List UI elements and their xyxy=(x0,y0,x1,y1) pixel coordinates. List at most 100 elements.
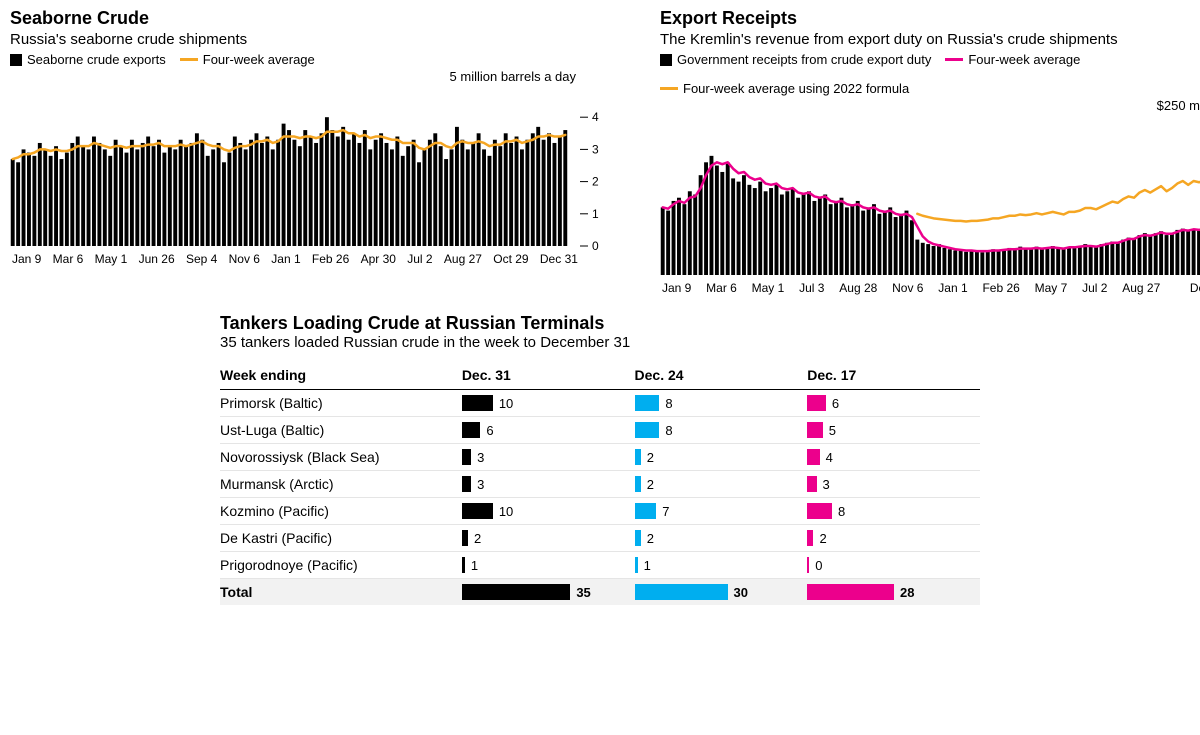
table-subtitle: 35 tankers loaded Russian crude in the w… xyxy=(220,334,980,351)
x-tick-label: Oct 29 xyxy=(493,252,528,266)
table-row: Murmansk (Arctic)323 xyxy=(220,471,980,498)
receipts-subtitle: The Kremlin's revenue from export duty o… xyxy=(660,31,1200,48)
x-tick-label: Jan 1 xyxy=(271,252,300,266)
table-total-cell: 35 xyxy=(462,579,635,606)
legend-swatch xyxy=(180,58,198,61)
table-cell: 6 xyxy=(807,390,980,417)
x-tick-label: Jun 26 xyxy=(139,252,175,266)
x-tick-label: Aug 27 xyxy=(1122,281,1160,295)
x-tick-label: Apr 30 xyxy=(361,252,396,266)
svg-text:4: 4 xyxy=(592,110,599,124)
legend-swatch xyxy=(660,87,678,90)
x-tick-label: Dec 31 xyxy=(540,252,578,266)
seaborne-legend: Seaborne crude exports Four-week average xyxy=(10,52,640,67)
legend-item: Four-week average using 2022 formula xyxy=(660,81,909,96)
tankers-table-panel: Tankers Loading Crude at Russian Termina… xyxy=(220,313,980,605)
terminal-name: Ust-Luga (Baltic) xyxy=(220,417,462,444)
table-cell: 3 xyxy=(807,471,980,498)
receipts-x-axis: Jan 9Mar 6May 1Jul 3Aug 28Nov 6Jan 1Feb … xyxy=(660,281,1200,295)
terminal-name: Kozmino (Pacific) xyxy=(220,498,462,525)
legend-swatch xyxy=(10,54,22,66)
legend-label: Four-week average xyxy=(968,52,1080,67)
seaborne-crude-panel: Seaborne Crude Russia's seaborne crude s… xyxy=(10,8,640,295)
legend-swatch xyxy=(945,58,963,61)
x-tick-label: Mar 6 xyxy=(706,281,737,295)
table-total-row: Total353028 xyxy=(220,579,980,606)
legend-item: Seaborne crude exports xyxy=(10,52,166,67)
x-tick-label: Mar 6 xyxy=(53,252,84,266)
table-cell: 8 xyxy=(635,417,808,444)
svg-text:2: 2 xyxy=(592,175,599,189)
x-tick-label: Jul 2 xyxy=(407,252,432,266)
svg-text:1: 1 xyxy=(592,207,599,221)
table-total-cell: 30 xyxy=(635,579,808,606)
terminal-name: Novorossiysk (Black Sea) xyxy=(220,444,462,471)
seaborne-subtitle: Russia's seaborne crude shipments xyxy=(10,31,640,48)
x-tick-label: Feb 26 xyxy=(312,252,349,266)
table-row: Ust-Luga (Baltic)685 xyxy=(220,417,980,444)
table-cell: 2 xyxy=(635,525,808,552)
table-cell: 8 xyxy=(635,390,808,417)
x-tick-label: May 1 xyxy=(752,281,785,295)
x-tick-label: Sep 4 xyxy=(186,252,217,266)
x-tick-label: Jul 3 xyxy=(799,281,824,295)
table-cell: 8 xyxy=(807,498,980,525)
table-row: Primorsk (Baltic)1086 xyxy=(220,390,980,417)
legend-label: Government receipts from crude export du… xyxy=(677,52,931,67)
legend-item: Government receipts from crude export du… xyxy=(660,52,931,67)
x-tick-label: May 7 xyxy=(1035,281,1068,295)
terminal-name: Murmansk (Arctic) xyxy=(220,471,462,498)
table-cell: 4 xyxy=(807,444,980,471)
x-tick-label: Jan 9 xyxy=(12,252,41,266)
x-tick-label: Nov 6 xyxy=(892,281,923,295)
x-tick-label: May 1 xyxy=(95,252,128,266)
table-total-cell: 28 xyxy=(807,579,980,606)
svg-text:$250 million: $250 million xyxy=(1157,100,1200,113)
table-row: Novorossiysk (Black Sea)324 xyxy=(220,444,980,471)
table-cell: 0 xyxy=(807,552,980,579)
legend-label: Four-week average using 2022 formula xyxy=(683,81,909,96)
table-row: Kozmino (Pacific)1078 xyxy=(220,498,980,525)
seaborne-title: Seaborne Crude xyxy=(10,8,640,29)
x-tick-label: Jul 2 xyxy=(1082,281,1107,295)
col-header: Dec. 24 xyxy=(635,361,808,390)
svg-text:5 million barrels a day: 5 million barrels a day xyxy=(450,71,577,84)
terminal-name: De Kastri (Pacific) xyxy=(220,525,462,552)
table-row: Prigorodnoye (Pacific)110 xyxy=(220,552,980,579)
x-tick-label: Dec 31 xyxy=(1190,281,1200,295)
legend-label: Seaborne crude exports xyxy=(27,52,166,67)
terminal-name: Prigorodnoye (Pacific) xyxy=(220,552,462,579)
table-cell: 2 xyxy=(462,525,635,552)
table-cell: 3 xyxy=(462,444,635,471)
total-label: Total xyxy=(220,579,462,606)
seaborne-x-axis: Jan 9 Mar 6 May 1 Jun 26 Sep 4 Nov 6 Jan 1 Feb … xyxy=(10,252,580,266)
x-tick-label: Feb 26 xyxy=(982,281,1019,295)
svg-text:0: 0 xyxy=(592,239,599,252)
table-cell: 10 xyxy=(462,390,635,417)
table-cell: 6 xyxy=(462,417,635,444)
receipts-legend: Government receipts from crude export du… xyxy=(660,52,1200,96)
receipts-chart: $250 million050100150200 xyxy=(660,100,1200,281)
legend-item: Four-week average xyxy=(945,52,1080,67)
legend-item: Four-week average xyxy=(180,52,315,67)
table-row: De Kastri (Pacific)222 xyxy=(220,525,980,552)
table-title: Tankers Loading Crude at Russian Termina… xyxy=(220,313,980,334)
table-cell: 7 xyxy=(635,498,808,525)
legend-label: Four-week average xyxy=(203,52,315,67)
tankers-table: Week endingDec. 31Dec. 24Dec. 17Primorsk… xyxy=(220,361,980,605)
export-receipts-panel: Export Receipts The Kremlin's revenue fr… xyxy=(660,8,1200,295)
table-cell: 2 xyxy=(635,471,808,498)
table-cell: 2 xyxy=(635,444,808,471)
table-cell: 1 xyxy=(635,552,808,579)
x-tick-label: Aug 28 xyxy=(839,281,877,295)
terminal-name: Primorsk (Baltic) xyxy=(220,390,462,417)
x-tick-label: Nov 6 xyxy=(229,252,260,266)
x-tick-label: Aug 27 xyxy=(444,252,482,266)
legend-swatch xyxy=(660,54,672,66)
x-tick-label: Jan 9 xyxy=(662,281,691,295)
row-header: Week ending xyxy=(220,361,462,390)
col-header: Dec. 17 xyxy=(807,361,980,390)
table-cell: 10 xyxy=(462,498,635,525)
receipts-title: Export Receipts xyxy=(660,8,1200,29)
table-cell: 2 xyxy=(807,525,980,552)
